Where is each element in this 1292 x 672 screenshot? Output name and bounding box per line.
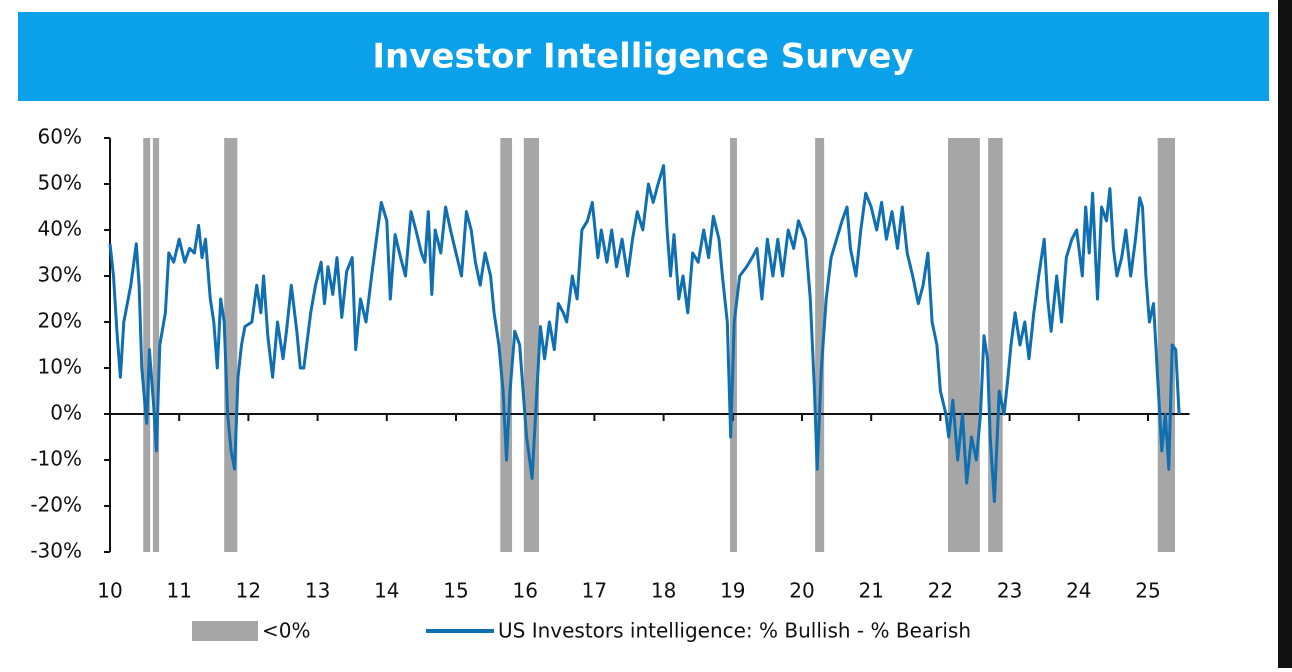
- series-line: [108, 164, 1181, 503]
- shaded-range: [143, 138, 151, 552]
- x-tick-label: 15: [443, 579, 468, 603]
- x-tick-label: 17: [582, 579, 607, 603]
- legend-label: US Investors intelligence: % Bullish - %…: [498, 619, 971, 643]
- x-tick-label: 11: [166, 579, 191, 603]
- x-tick-label: 20: [789, 579, 814, 603]
- x-tick-label: 23: [997, 579, 1022, 603]
- x-tick-label: 10: [97, 579, 122, 603]
- shaded-range: [152, 138, 160, 552]
- y-tick-label: -30%: [30, 539, 82, 563]
- edge-strip: [1278, 0, 1292, 668]
- x-tick-label: 22: [928, 579, 953, 603]
- shaded-range: [500, 138, 513, 552]
- x-tick-label: 14: [374, 579, 399, 603]
- x-tick-label: 12: [236, 579, 261, 603]
- legend-swatch: [192, 621, 258, 641]
- chart-title: Investor Intelligence Survey: [372, 37, 913, 77]
- title-banner: [18, 12, 1269, 101]
- y-tick-label: 10%: [38, 355, 82, 379]
- x-tick-label: 19: [720, 579, 745, 603]
- shaded-range: [815, 138, 825, 552]
- y-tick-label: 30%: [38, 263, 82, 287]
- legend-label: <0%: [262, 619, 311, 643]
- y-tick-label: 50%: [38, 171, 82, 195]
- y-tick-label: 40%: [38, 217, 82, 241]
- x-tick-label: 25: [1135, 579, 1160, 603]
- shaded-range: [523, 138, 540, 552]
- y-tick-label: -10%: [30, 447, 82, 471]
- y-tick-label: 20%: [38, 309, 82, 333]
- x-tick-label: 18: [651, 579, 676, 603]
- y-tick-label: 60%: [38, 125, 82, 149]
- x-tick-label: 21: [858, 579, 883, 603]
- y-tick-label: -20%: [30, 493, 82, 517]
- shaded-range: [948, 138, 980, 552]
- x-tick-label: 16: [512, 579, 537, 603]
- x-tick-label: 24: [1066, 579, 1091, 603]
- x-tick-label: 13: [305, 579, 330, 603]
- y-tick-label: 0%: [50, 401, 82, 425]
